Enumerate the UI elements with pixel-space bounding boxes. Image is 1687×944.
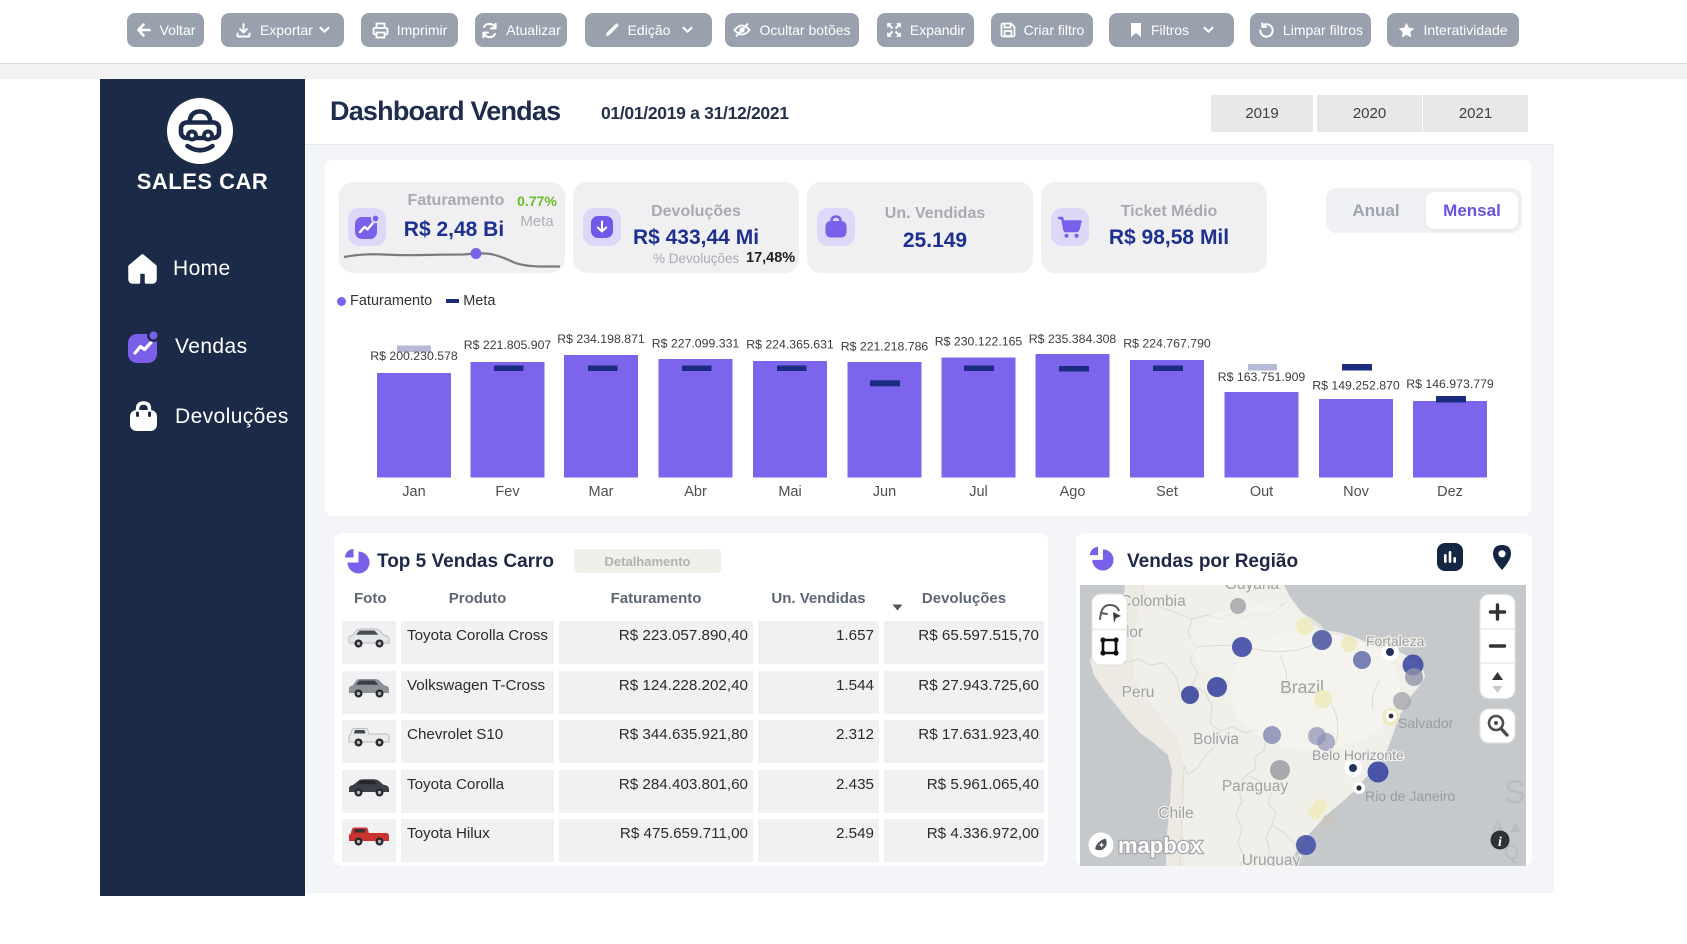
svg-text:R$ 224.365.631: R$ 224.365.631 xyxy=(746,338,834,352)
svg-text:R$ 146.973.779: R$ 146.973.779 xyxy=(1406,377,1494,391)
svg-text:Paraguay: Paraguay xyxy=(1222,778,1289,795)
svg-text:Out: Out xyxy=(1250,484,1273,500)
svg-text:Fev: Fev xyxy=(495,484,520,500)
svg-text:S: S xyxy=(1504,774,1525,810)
svg-text:Nov: Nov xyxy=(1343,484,1370,500)
svg-text:Mai: Mai xyxy=(778,484,801,500)
svg-text:Set: Set xyxy=(1156,484,1178,500)
svg-text:Colombia: Colombia xyxy=(1120,593,1186,610)
svg-text:Q: Q xyxy=(1504,842,1520,864)
svg-text:Uruguay: Uruguay xyxy=(1242,852,1301,866)
svg-text:R$ 221.218.786: R$ 221.218.786 xyxy=(841,340,929,354)
svg-text:Mar: Mar xyxy=(589,484,614,500)
svg-text:R$ 200.230.578: R$ 200.230.578 xyxy=(370,349,458,363)
svg-text:R$ 230.122.165: R$ 230.122.165 xyxy=(935,335,1023,349)
svg-text:Peru: Peru xyxy=(1122,684,1155,701)
svg-text:Salvador: Salvador xyxy=(1398,715,1454,731)
svg-text:Bolivia: Bolivia xyxy=(1193,731,1239,748)
svg-text:Brazil: Brazil xyxy=(1280,677,1324,697)
svg-text:Abr: Abr xyxy=(684,484,707,500)
svg-text:Fortaleza: Fortaleza xyxy=(1366,633,1425,649)
svg-text:R$ 221.805.907: R$ 221.805.907 xyxy=(464,338,552,352)
svg-text:R$ 224.767.790: R$ 224.767.790 xyxy=(1123,337,1211,351)
svg-text:Guyana: Guyana xyxy=(1225,585,1280,593)
svg-text:Dez: Dez xyxy=(1437,484,1463,500)
svg-text:R$ 163.751.909: R$ 163.751.909 xyxy=(1218,370,1306,384)
svg-text:Chile: Chile xyxy=(1158,805,1193,822)
svg-text:R$ 227.099.331: R$ 227.099.331 xyxy=(652,337,740,351)
svg-text:Jul: Jul xyxy=(969,484,988,500)
svg-text:Ago: Ago xyxy=(1060,484,1086,500)
svg-text:Belo Horizonte: Belo Horizonte xyxy=(1312,747,1404,763)
svg-text:R$ 234.198.871: R$ 234.198.871 xyxy=(557,332,645,346)
svg-text:i: i xyxy=(1498,835,1502,850)
svg-text:Jan: Jan xyxy=(402,484,425,500)
svg-text:Rio de Janeiro: Rio de Janeiro xyxy=(1365,788,1455,804)
svg-text:R$ 149.252.870: R$ 149.252.870 xyxy=(1312,379,1400,393)
svg-text:mapbox: mapbox xyxy=(1118,833,1203,858)
svg-text:Jun: Jun xyxy=(873,484,896,500)
svg-text:R$ 235.384.308: R$ 235.384.308 xyxy=(1029,332,1117,346)
